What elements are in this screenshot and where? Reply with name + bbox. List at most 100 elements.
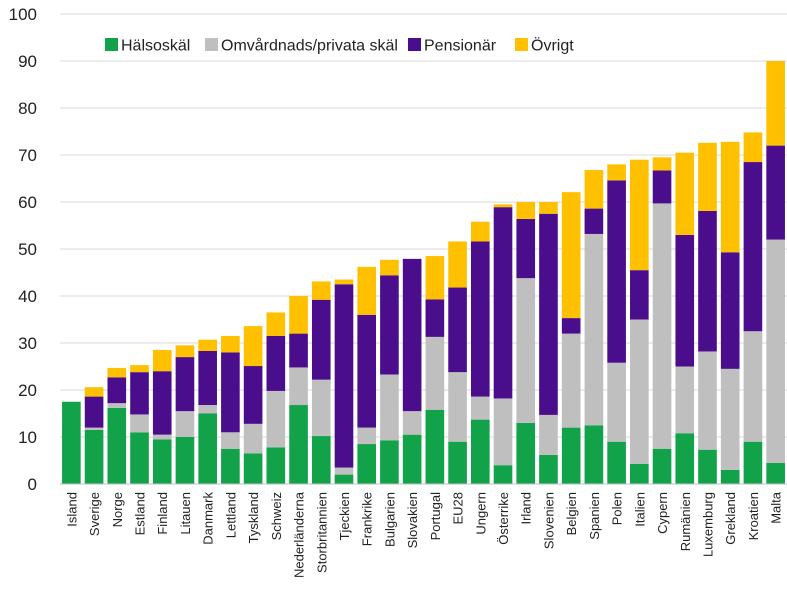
bar-segment-omvardnad [107,403,127,408]
bar-segment-ovrigt [84,387,104,397]
bar-segment-omvardnad [243,423,263,454]
bar-segment-ovrigt [175,345,195,358]
bar-segment-pensionar [516,218,536,279]
legend: Hälsoskäl Omvårdnads/privata skäl Pensionä… [105,37,574,55]
bar-segment-halsoskal [561,427,581,484]
x-tick-label: Luxemburg [700,492,715,557]
bar-segment-ovrigt [652,157,672,171]
bar-segment-pensionar [402,258,422,412]
bar-segment-halsoskal [425,409,445,484]
x-tick-label: Portugal [428,492,443,541]
x-tick-label: Nederländerna [292,491,307,578]
bar-segment-ovrigt [630,159,649,271]
bar-segment-omvardnad [607,362,626,442]
bar-segment-halsoskal [84,429,104,484]
bar-segment-omvardnad [652,203,672,449]
x-tick-label: Litauen [178,492,193,535]
bar-segment-omvardnad [516,278,536,423]
bar-segment-halsoskal [107,407,127,484]
y-tick-label: 10 [18,428,37,447]
x-tick-label: Spanien [587,492,602,540]
y-tick-label: 0 [28,475,37,494]
x-tick-label: Kroatien [746,492,761,540]
bar-segment-pensionar [334,284,354,468]
bar-segment-ovrigt [561,192,581,319]
legend-label: Hälsoskäl [121,38,190,55]
bar-segment-ovrigt [448,241,467,288]
x-tick-label: Bulgarien [382,492,397,547]
bar-segment-halsoskal [380,440,399,484]
bar-segment-omvardnad [357,427,377,445]
bar-segment-ovrigt [289,296,308,334]
bar-segment-ovrigt [357,266,377,315]
x-tick-label: Lettland [223,492,238,538]
bar-segment-halsoskal [334,474,354,484]
bar-segment-halsoskal [289,405,308,484]
bar-segment-omvardnad [175,411,195,437]
bar-segment-halsoskal [720,469,740,484]
bar-segment-pensionar [175,357,195,412]
x-tick-label: Finland [155,492,170,535]
bar-segment-halsoskal [516,422,536,484]
bar-segment-omvardnad [539,414,558,455]
x-tick-label: Cypern [655,492,670,534]
x-tick-label: Sverige [87,492,102,536]
legend-swatch [105,38,118,51]
bar-segment-omvardnad [152,434,172,440]
bar-segment-ovrigt [107,367,127,378]
y-tick-label: 20 [18,381,37,400]
x-tick-label: Polen [610,492,625,525]
bar-segment-omvardnad [402,411,422,435]
bar-segment-ovrigt [766,61,785,146]
bar-segment-pensionar [470,241,490,397]
bar-segment-pensionar [493,207,513,399]
y-tick-label: 50 [18,240,37,259]
bar-segment-ovrigt [720,141,740,253]
legend-swatch [205,38,218,51]
x-tick-label: Schweiz [269,492,284,540]
bar-segment-omvardnad [198,405,217,414]
bar-segment-omvardnad [766,239,785,463]
y-tick-label: 100 [9,5,37,24]
bar-segment-omvardnad [221,432,240,449]
legend-swatch [515,38,528,51]
bar-segment-ovrigt [539,202,558,214]
bar-segment-ovrigt [266,312,286,336]
bar-segment-pensionar [380,275,399,375]
x-tick-label: Slovakien [405,492,420,548]
bar-segment-omvardnad [720,368,740,470]
bar-segment-halsoskal [357,444,377,484]
x-tick-label: Belgien [564,492,579,535]
x-tick-label: Estland [133,492,148,535]
bar-segment-halsoskal [630,463,649,484]
bar-segment-omvardnad [311,379,331,437]
bar-segment-halsoskal [652,448,672,484]
bar-segment-omvardnad [493,398,513,466]
bar-segment-ovrigt [334,279,354,285]
bar-segment-ovrigt [698,142,717,211]
legend-swatch [408,38,421,51]
x-axis-labels: Island Sverige Norge Estland Finland Litauen D… [64,491,783,578]
bar-segment-omvardnad [561,333,581,428]
y-tick-label: 40 [18,287,37,306]
y-tick-label: 90 [18,52,37,71]
x-tick-label: Danmark [201,492,216,545]
bar-segment-halsoskal [175,437,195,484]
bar-segment-pensionar [766,145,785,240]
bar-segment-ovrigt [152,350,172,372]
bar-segment-ovrigt [425,256,445,300]
bar-segment-halsoskal [607,441,626,484]
bar-segment-pensionar [198,350,217,406]
y-tick-label: 30 [18,334,37,353]
bar-segment-halsoskal [198,413,217,484]
bar-segment-halsoskal [448,441,467,484]
bar-segment-halsoskal [470,419,490,484]
x-tick-label: Storbritannien [314,492,329,573]
x-tick-label: Island [64,492,79,527]
bar-segment-omvardnad [448,372,467,442]
x-tick-label: Österrike [496,492,511,545]
bar-segment-ovrigt [493,204,513,208]
bar-segment-ovrigt [130,365,149,373]
bar-segment-ovrigt [584,170,604,209]
